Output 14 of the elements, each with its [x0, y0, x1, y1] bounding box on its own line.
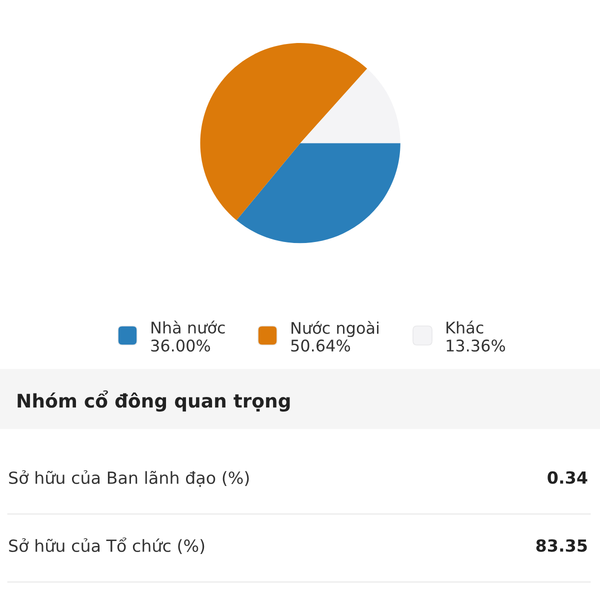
- text: 83.35: [536, 539, 587, 552]
- text: 0.34: [548, 471, 588, 484]
- pie-slice: [300, 68, 400, 144]
- legend-label: Nhà nước: [152, 320, 225, 334]
- pie-slice: [200, 43, 368, 220]
- pie-slice: [236, 143, 400, 244]
- legend-label: Nước ngoài: [292, 320, 378, 338]
- legend-label: Khác: [446, 320, 484, 334]
- text: Nhóm cổ đông quan trọng: [18, 390, 290, 412]
- category-label: Sở hữu của Tổ chức (%): [9, 537, 204, 554]
- data-label: 50.64%: [291, 340, 350, 352]
- data-label: 36.00%: [151, 340, 210, 352]
- data-label: 13.36%: [446, 340, 506, 352]
- category-label: Sở hữu của Ban lãnh đạo (%): [9, 470, 249, 487]
